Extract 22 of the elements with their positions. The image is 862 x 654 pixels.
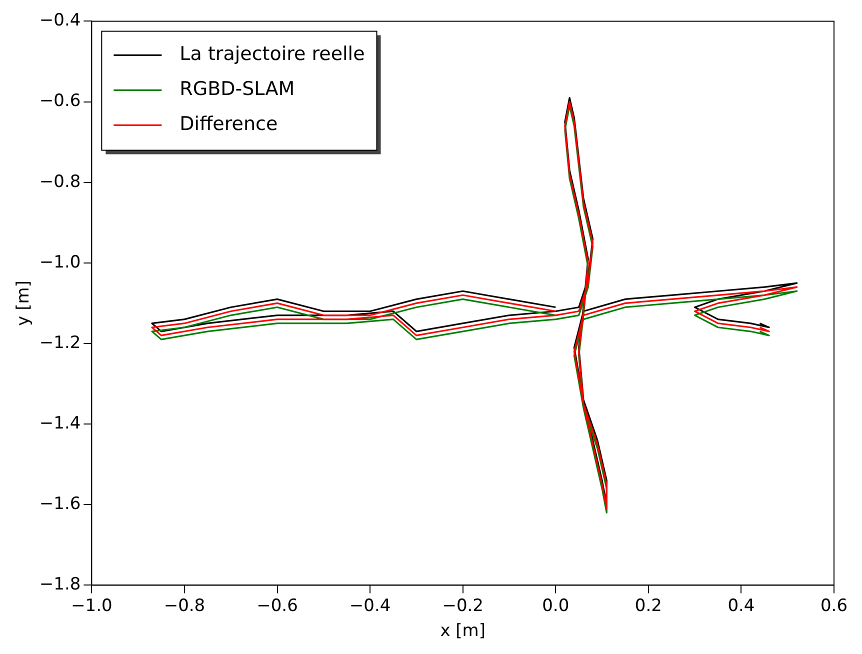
y-tick-label: −0.6 <box>39 91 81 112</box>
legend-label: La trajectoire reelle <box>180 43 365 66</box>
y-tick-label: −1.4 <box>39 413 81 434</box>
y-tick-label: −1.8 <box>39 574 81 595</box>
x-tick-label: 0.2 <box>634 596 662 616</box>
x-tick-label: −1.0 <box>71 596 112 616</box>
x-tick-label: −0.6 <box>256 596 298 616</box>
y-axis-title: y [m] <box>14 280 34 326</box>
x-tick-label: 0.4 <box>728 596 755 616</box>
legend-label: Difference <box>180 113 278 136</box>
x-axis-title: x [m] <box>440 621 486 642</box>
y-tick-label: −1.0 <box>39 252 81 272</box>
x-tick-label: −0.2 <box>442 596 484 616</box>
x-tick-label: −0.8 <box>164 596 206 616</box>
y-tick-label: −0.8 <box>39 172 81 192</box>
x-tick-label: 0.0 <box>542 596 570 616</box>
legend-label: RGBD-SLAM <box>180 78 295 100</box>
y-tick-label: −1.2 <box>39 332 81 353</box>
x-tick-label: −0.4 <box>349 596 391 616</box>
x-tick-label: 0.6 <box>820 596 848 616</box>
y-tick-label: −1.6 <box>39 494 81 514</box>
y-tick-label: −0.4 <box>39 10 81 31</box>
